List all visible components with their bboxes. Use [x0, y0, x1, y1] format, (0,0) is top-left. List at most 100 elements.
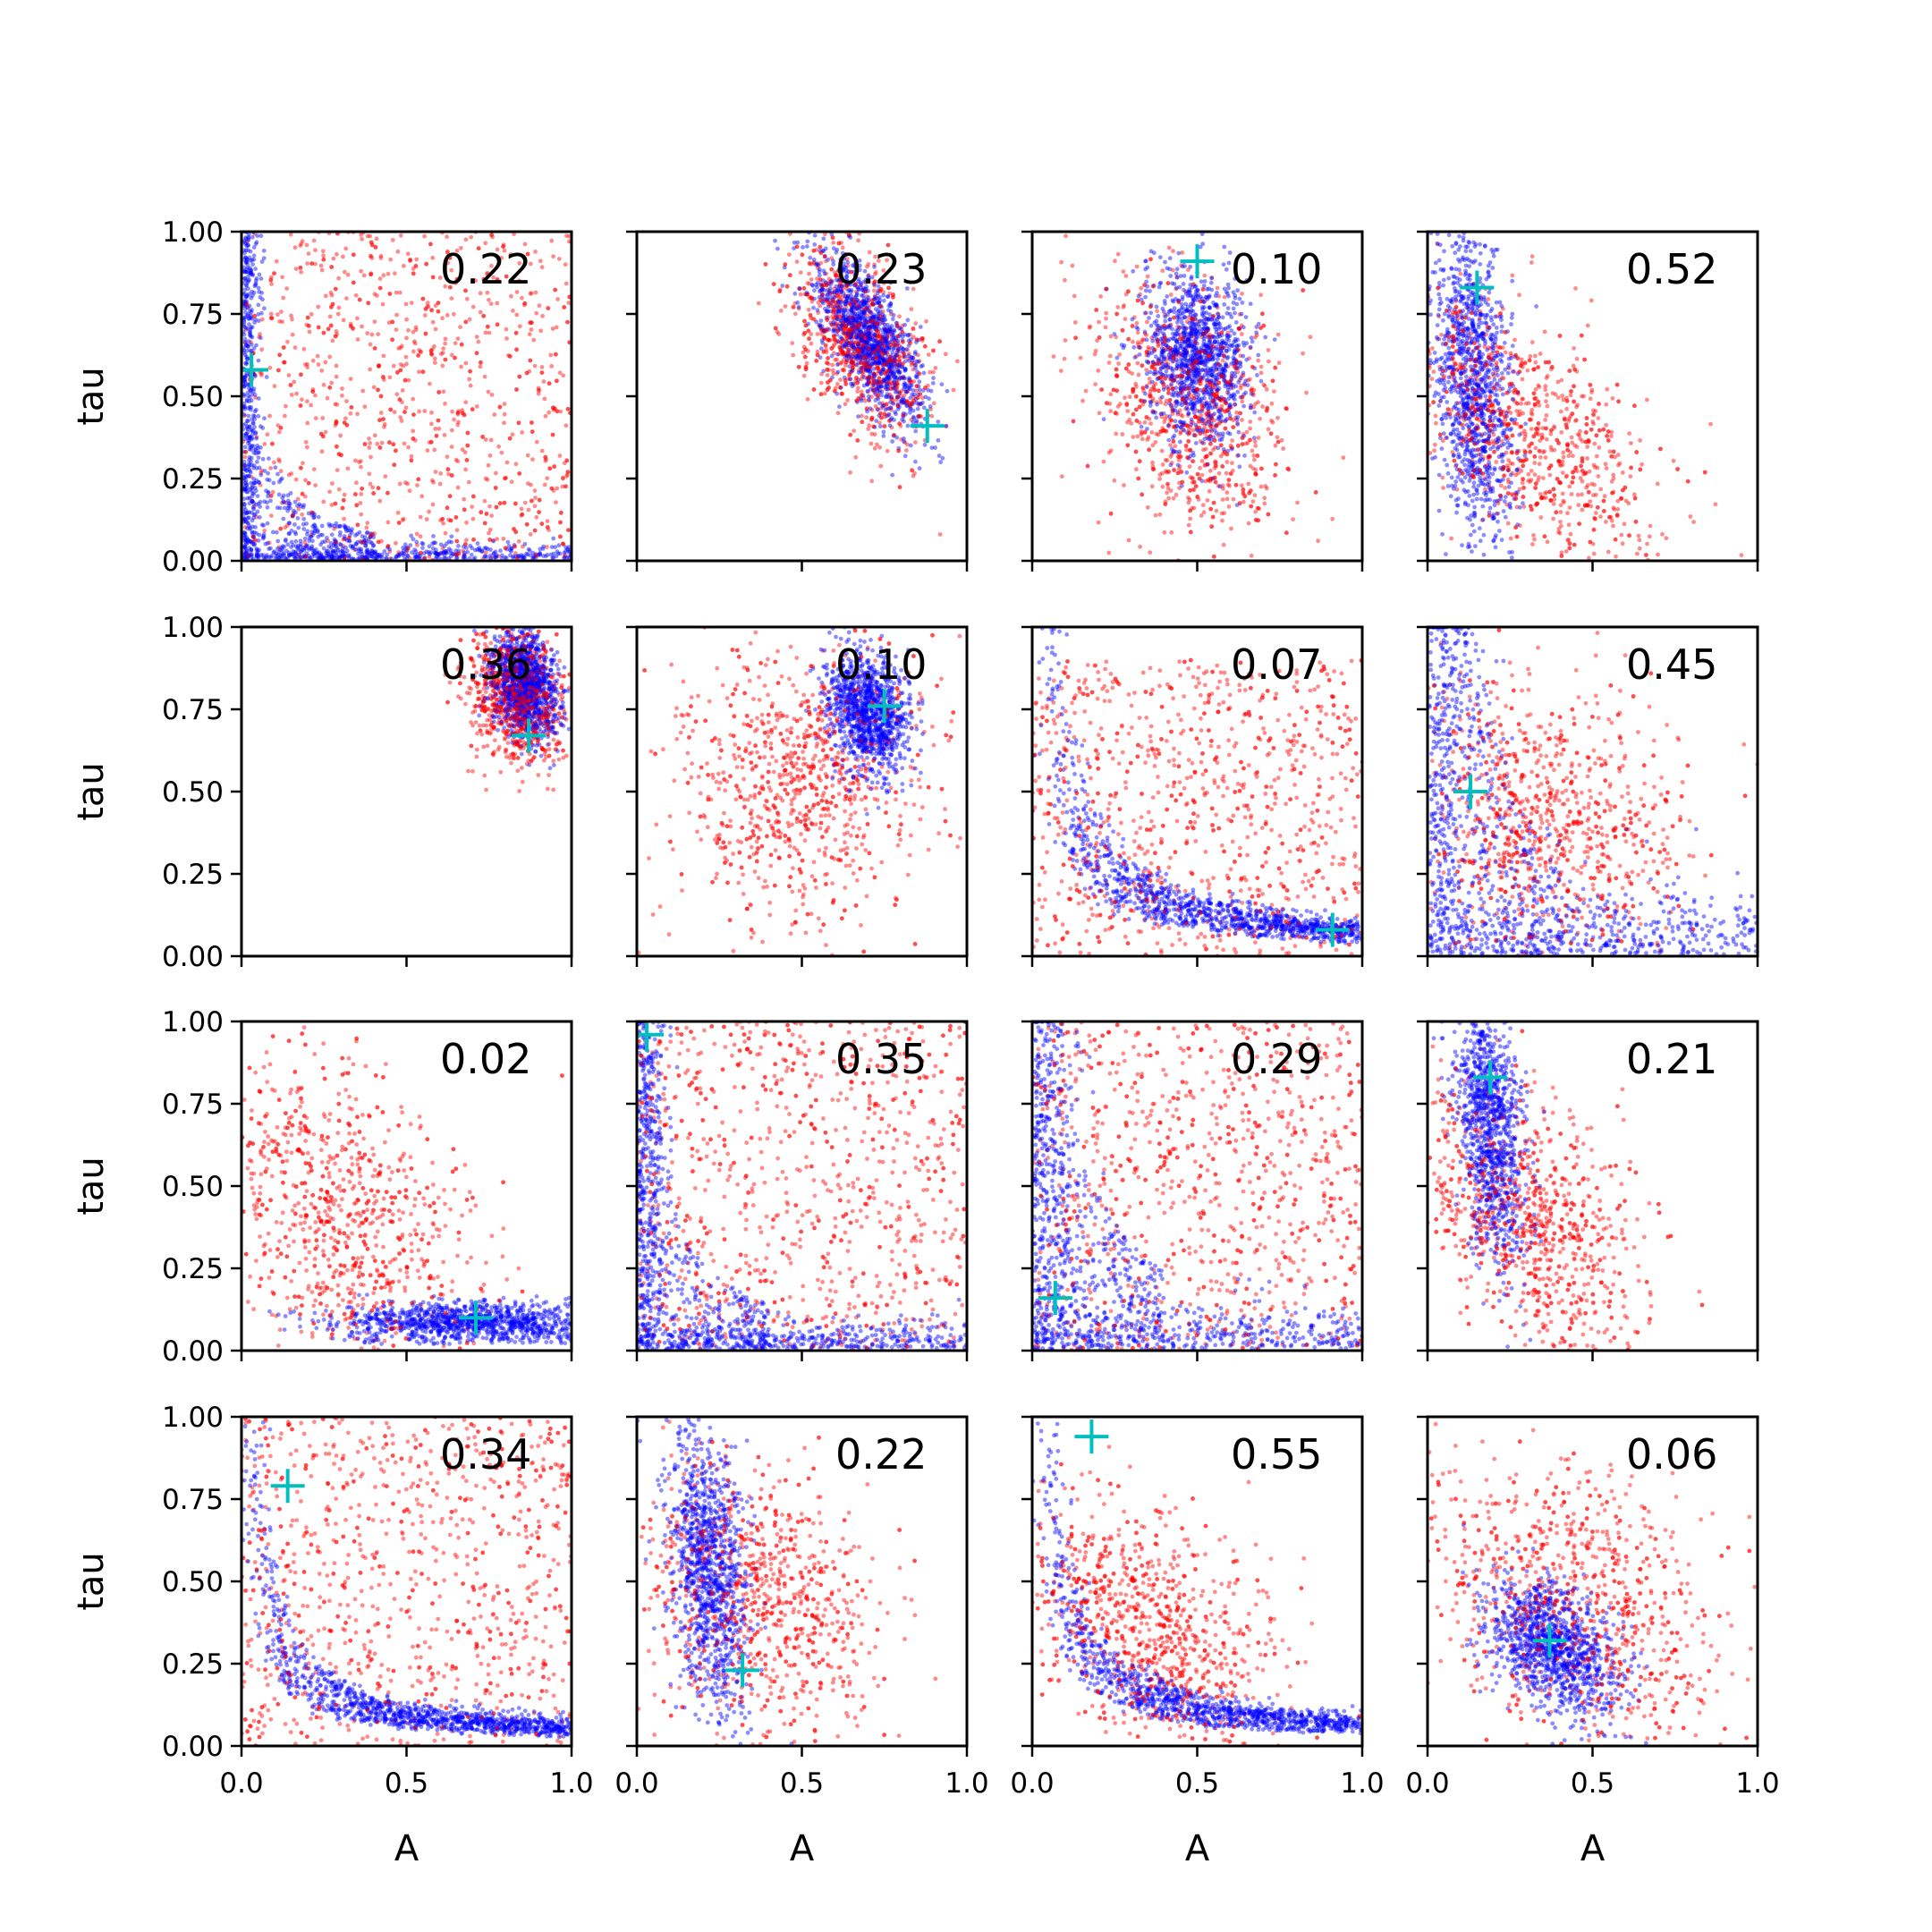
red-point [259, 317, 265, 322]
red-point [365, 552, 370, 556]
blue-point [329, 554, 335, 559]
red-point [1276, 360, 1282, 366]
blue-point [275, 538, 281, 544]
red-point [841, 367, 846, 372]
blue-point [488, 553, 493, 558]
blue-point [245, 343, 250, 348]
red-point [791, 304, 795, 309]
red-point [841, 325, 845, 329]
red-point [856, 335, 861, 340]
blue-point [373, 549, 378, 554]
red-point [372, 531, 377, 536]
red-point [895, 382, 901, 386]
red-point [334, 363, 339, 369]
red-point [295, 496, 301, 502]
blue-point [831, 329, 835, 334]
blue-point [909, 383, 914, 388]
blue-point [792, 291, 798, 296]
red-point [805, 349, 810, 353]
blue-point [265, 477, 270, 482]
red-point [278, 425, 284, 430]
red-point [327, 354, 333, 360]
red-point [454, 552, 459, 557]
blue-point [251, 257, 257, 262]
red-point [387, 292, 393, 296]
blue-point [296, 547, 301, 552]
red-point [874, 348, 878, 353]
blue-point [246, 552, 251, 557]
blue-point [285, 505, 291, 511]
blue-point [565, 547, 571, 553]
blue-point [242, 530, 247, 535]
blue-point [469, 552, 474, 557]
blue-point [468, 543, 473, 548]
red-point [478, 291, 483, 296]
blue-point [260, 534, 266, 538]
red-point [394, 540, 398, 546]
blue-point [248, 348, 253, 353]
blue-point [344, 548, 350, 554]
red-point [1239, 332, 1244, 336]
red-point [529, 327, 534, 332]
blue-point [242, 445, 248, 450]
red-point [342, 492, 347, 497]
blue-point [348, 529, 353, 533]
red-point [466, 479, 471, 485]
blue-point [281, 516, 286, 521]
red-point [869, 441, 874, 446]
red-point [377, 285, 383, 291]
blue-point [310, 524, 316, 529]
blue-point [249, 547, 254, 552]
blue-point [287, 553, 292, 558]
red-point [886, 285, 891, 291]
red-point [1140, 436, 1145, 442]
red-point [292, 345, 298, 350]
red-point [868, 318, 872, 324]
blue-point [362, 555, 368, 561]
red-point [298, 265, 303, 270]
red-point [270, 441, 275, 446]
red-point [390, 337, 394, 343]
red-point [1252, 493, 1258, 498]
red-point [329, 265, 335, 269]
red-point [440, 516, 445, 521]
red-point [272, 384, 277, 389]
blue-point [266, 494, 270, 499]
red-point [333, 286, 338, 292]
red-point [476, 246, 481, 251]
blue-point [307, 546, 312, 551]
red-point [1063, 277, 1067, 283]
blue-point [242, 383, 248, 388]
red-point [377, 364, 381, 369]
red-point [296, 506, 301, 512]
blue-point [563, 548, 568, 554]
red-point [360, 486, 365, 491]
red-point [876, 333, 880, 338]
red-point [253, 538, 258, 543]
blue-point [461, 555, 466, 560]
red-point [803, 347, 808, 352]
red-point [914, 337, 919, 343]
blue-point [271, 550, 276, 555]
red-point [401, 516, 406, 521]
blue-point [265, 500, 269, 505]
red-point [531, 337, 537, 343]
blue-point [242, 536, 248, 540]
red-point [336, 452, 342, 457]
red-point [874, 321, 879, 326]
red-point [869, 310, 873, 316]
red-point [447, 494, 453, 499]
red-point [849, 308, 854, 312]
blue-point [412, 555, 418, 561]
blue-point [444, 550, 448, 555]
red-point [292, 245, 298, 250]
red-point [824, 347, 828, 352]
red-point [867, 363, 872, 369]
red-point [1131, 435, 1136, 439]
red-point [300, 397, 304, 402]
blue-point [351, 544, 355, 549]
red-point [893, 339, 897, 344]
red-point [282, 360, 287, 365]
blue-point [302, 536, 308, 541]
red-point [878, 303, 883, 309]
